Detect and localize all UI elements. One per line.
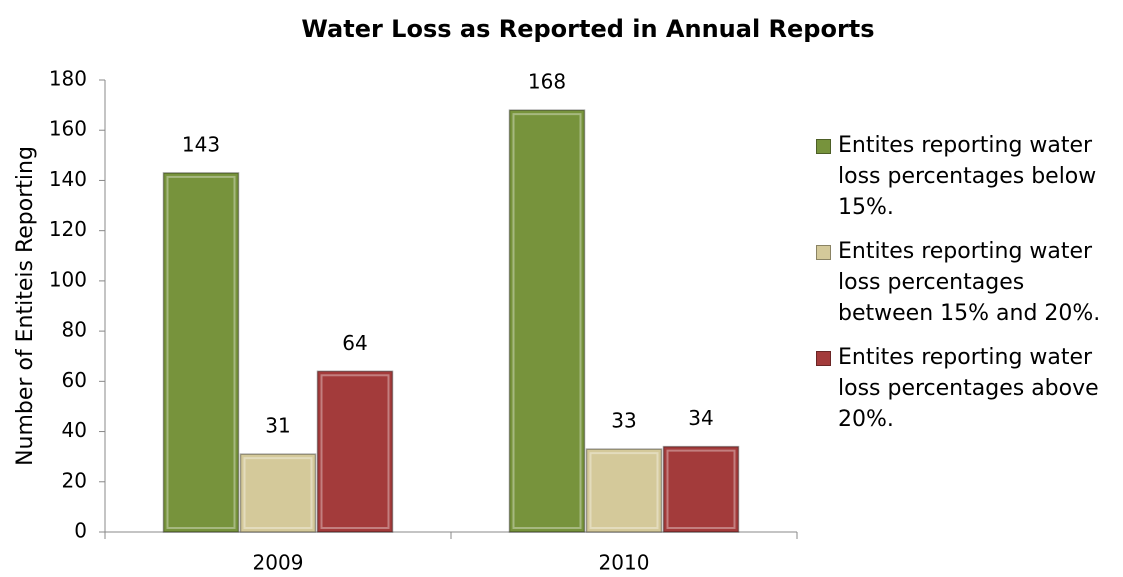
bar (662, 445, 740, 533)
bar-bevel (589, 452, 659, 529)
bar (316, 370, 394, 533)
data-label: 168 (528, 70, 566, 94)
y-tick-label: 80 (62, 318, 87, 342)
y-tick-label: 60 (62, 368, 87, 392)
y-tick-label: 100 (49, 267, 87, 291)
data-label: 64 (342, 331, 367, 355)
x-tick-label: 2010 (599, 551, 650, 575)
y-axis-title: Number of Entiteis Reporting (13, 146, 38, 466)
bar (508, 109, 586, 533)
bar-bevel (320, 374, 390, 529)
legend-label: Entites reporting water loss percentages… (838, 133, 1097, 220)
data-label: 34 (688, 406, 713, 430)
y-tick-label: 140 (49, 167, 87, 191)
bar (239, 453, 317, 533)
chart-title: Water Loss as Reported in Annual Reports (301, 15, 874, 43)
legend: Entites reporting water loss percentages… (816, 130, 1116, 448)
bar-bevel (512, 113, 582, 529)
y-tick-label: 20 (62, 468, 87, 492)
bar-bevel (666, 449, 736, 529)
legend-item: Entites reporting water loss percentages… (816, 342, 1116, 435)
legend-swatch (816, 139, 831, 154)
x-tick-label: 2009 (253, 551, 304, 575)
legend-item: Entites reporting water loss percentages… (816, 130, 1116, 223)
y-tick-label: 160 (49, 117, 87, 141)
bar-bevel (166, 175, 236, 530)
y-tick-label: 40 (62, 418, 87, 442)
legend-label: Entites reporting water loss percentages… (838, 345, 1099, 432)
legend-label: Entites reporting water loss percentages… (838, 239, 1101, 326)
bar (162, 172, 240, 533)
data-label: 143 (182, 132, 220, 156)
y-tick-label: 180 (49, 67, 87, 91)
y-tick-label: 0 (74, 519, 87, 543)
data-label: 33 (611, 409, 636, 433)
data-label: 31 (265, 414, 290, 438)
y-tick-label: 120 (49, 217, 87, 241)
legend-item: Entites reporting water loss percentages… (816, 236, 1116, 329)
bar (585, 448, 663, 533)
legend-swatch (816, 351, 831, 366)
bar-bevel (243, 457, 313, 529)
legend-swatch (816, 245, 831, 260)
